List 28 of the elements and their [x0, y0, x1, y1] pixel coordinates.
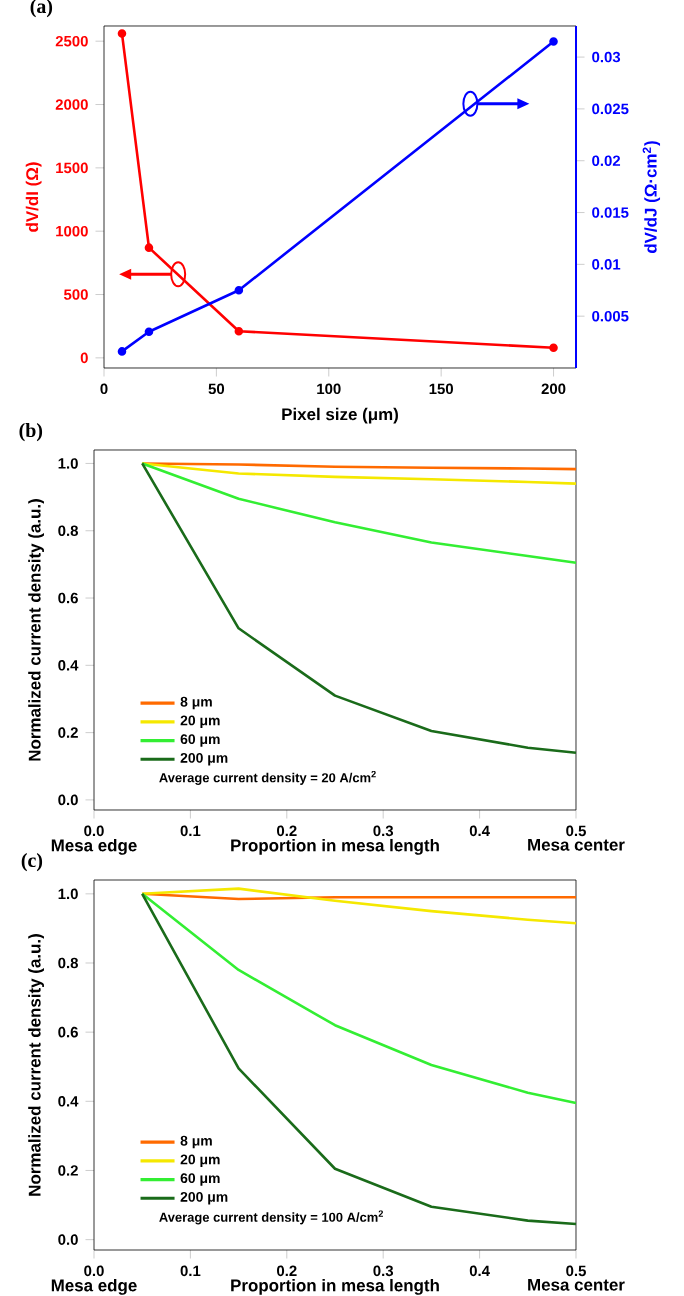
- y-axis-title: dV/dI (Ω): [25, 162, 42, 232]
- line-series: [140, 887, 578, 925]
- chart-title: (c): [21, 853, 43, 872]
- x-axis-title: Proportion in mesa length: [231, 838, 439, 855]
- line-series: [140, 462, 578, 755]
- text: Mesa edge: [51, 838, 137, 855]
- point: [144, 243, 154, 252]
- text: Mesa edge: [51, 1278, 137, 1295]
- point: [144, 327, 154, 336]
- point: [549, 37, 558, 46]
- y2-axis-title: dV/dJ (Ω·cm$^{2}$): [642, 141, 661, 253]
- point: [549, 343, 558, 353]
- text: Mesa center: [528, 838, 625, 851]
- line-series: [140, 892, 578, 1226]
- point: [234, 326, 244, 336]
- y-axis-title: Normalized current density (a.u.): [28, 499, 44, 761]
- line-series: [140, 892, 578, 1105]
- y-axis-title: Normalized current density (a.u.): [28, 934, 44, 1196]
- point: [117, 29, 127, 38]
- chart-title: (b): [19, 423, 43, 442]
- line-series: [140, 462, 578, 485]
- line-series: [140, 462, 578, 564]
- point: [234, 285, 244, 295]
- chart-title: (a): [30, 0, 53, 18]
- text: Mesa center: [528, 1278, 625, 1291]
- point: [117, 347, 127, 356]
- x-axis-title: Proportion in mesa length: [231, 1278, 439, 1295]
- x-axis-title: Pixel size (μm): [282, 407, 398, 424]
